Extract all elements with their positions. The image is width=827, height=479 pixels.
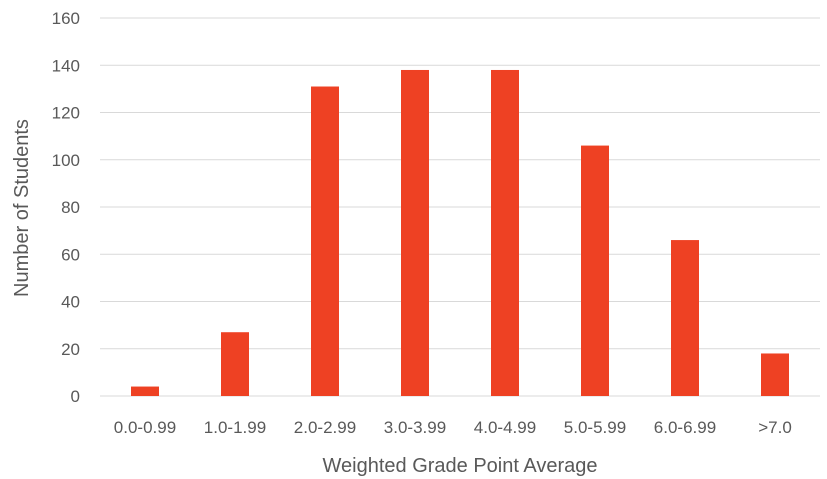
- bar: [131, 386, 159, 396]
- y-tick-label: 60: [61, 245, 80, 264]
- x-tick-label: 4.0-4.99: [474, 418, 536, 437]
- x-tick-label: 5.0-5.99: [564, 418, 626, 437]
- y-tick-label: 140: [52, 56, 80, 75]
- x-tick-label: >7.0: [758, 418, 792, 437]
- bar: [311, 86, 339, 396]
- y-tick-label: 80: [61, 198, 80, 217]
- y-tick-label: 160: [52, 9, 80, 28]
- bar: [221, 332, 249, 396]
- x-tick-label: 6.0-6.99: [654, 418, 716, 437]
- x-tick-label: 2.0-2.99: [294, 418, 356, 437]
- x-tick-labels: 0.0-0.99 1.0-1.99 2.0-2.99 3.0-3.99 4.0-4.99…: [114, 418, 792, 437]
- y-tick-label: 40: [61, 293, 80, 312]
- x-tick-label: 1.0-1.99: [204, 418, 266, 437]
- y-axis-title: Number of Students: [11, 119, 33, 297]
- x-axis-title: Weighted Grade Point Average: [323, 455, 598, 477]
- y-tick-label: 100: [52, 151, 80, 170]
- y-tick-label: 120: [52, 104, 80, 123]
- gridlines: [100, 17, 820, 397]
- bar: [401, 69, 429, 396]
- bar: [491, 69, 519, 396]
- x-tick-label: 0.0-0.99: [114, 418, 176, 437]
- bar: [581, 145, 609, 396]
- bars: [131, 69, 789, 396]
- bar: [761, 353, 789, 396]
- x-tick-label: 3.0-3.99: [384, 418, 446, 437]
- bar: [671, 240, 699, 396]
- y-tick-label: 0: [71, 387, 80, 406]
- y-tick-labels: 0 20 40 60 80 100 120 140 160: [52, 9, 80, 406]
- y-tick-label: 20: [61, 340, 80, 359]
